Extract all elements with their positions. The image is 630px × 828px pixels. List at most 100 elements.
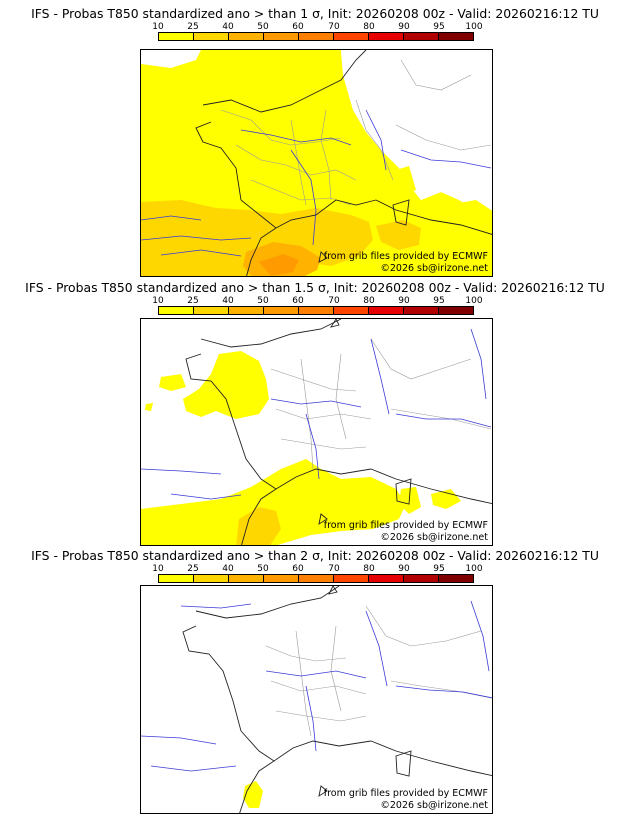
copyright: ©2026 sb@irizone.net [380,263,488,274]
colorbar-segment [439,307,473,314]
prob-area-yellow-corsica [399,487,421,514]
colorbar-tick: 100 [465,564,483,574]
probability-map: from grib files provided by ECMWF ©2026 … [140,318,493,546]
admin-borders [220,59,492,206]
colorbar-tick: 90 [398,296,410,306]
colorbar-segment [264,575,299,582]
prob-area-yellow-italy [431,489,461,509]
colorbar-ticks: 10 25 40 50 60 70 80 90 95 100 [0,296,630,306]
panel-title: IFS - Probas T850 standardized ano > tha… [25,280,605,295]
prob-area-gold [236,507,281,545]
source-credit: from grib files provided by ECMWF [323,520,488,531]
colorbar-tick: 25 [187,564,199,574]
copyright: ©2026 sb@irizone.net [380,532,488,543]
colorbar-tick: 80 [363,22,375,32]
colorbar-segment [299,33,334,40]
colorbar-tick: 50 [257,564,269,574]
colorbar-tick: 60 [292,296,304,306]
colorbar-segment [404,33,439,40]
prob-area-yellow-east-coast [396,166,416,195]
colorbar-segment [369,33,404,40]
rivers [141,109,492,257]
colorbar-segment [334,307,369,314]
colorbar-segment [299,307,334,314]
colorbar-segment [439,575,473,582]
colorbar-tick: 25 [187,296,199,306]
probability-map: from grib files provided by ECMWF ©2026 … [140,585,493,814]
map-panel-2: IFS - Probas T850 standardized ano > tha… [0,281,630,546]
colorbar-segment [229,307,264,314]
colorbar-tick: 10 [152,564,164,574]
prob-area-yellow-small [145,403,153,411]
map-panel-1: IFS - Probas T850 standardized ano > tha… [0,7,630,277]
prob-area-yellow-brittany [183,351,269,419]
colorbar-tick: 100 [465,22,483,32]
colorbar-tick: 60 [292,564,304,574]
colorbar-segment [264,307,299,314]
colorbar-tick: 90 [398,22,410,32]
colorbar-tick: 40 [222,296,234,306]
colorbar-tick: 95 [433,296,445,306]
colorbar-segment [264,33,299,40]
map-layer [141,586,492,813]
colorbar-tick: 10 [152,296,164,306]
coastlines [185,319,492,545]
colorbar-segment [299,575,334,582]
rivers [141,600,492,772]
coastlines [182,586,492,813]
map-layer [141,50,492,276]
colorbar-tick: 95 [433,22,445,32]
source-credit: from grib files provided by ECMWF [323,251,488,262]
colorbar-ticks: 10 25 40 50 60 70 80 90 95 100 [0,22,630,32]
colorbar [158,306,474,315]
colorbar-segment [334,33,369,40]
admin-borders [265,605,492,737]
prob-area-yellow-west [159,374,186,391]
colorbar-tick: 60 [292,22,304,32]
colorbar-tick: 40 [222,22,234,32]
prob-area-yellow-south [141,459,406,545]
colorbar-tick: 70 [328,564,340,574]
colorbar-tick: 50 [257,22,269,32]
colorbar-tick: 80 [363,296,375,306]
colorbar-ticks: 10 25 40 50 60 70 80 90 95 100 [0,564,630,574]
colorbar-tick: 70 [328,296,340,306]
colorbar-segment [369,307,404,314]
colorbar-segment [229,33,264,40]
colorbar-tick: 50 [257,296,269,306]
colorbar-segment [439,33,473,40]
colorbar-segment [229,575,264,582]
colorbar [158,574,474,583]
colorbar-tick: 70 [328,22,340,32]
coastlines [195,50,492,276]
colorbar-segment [194,575,229,582]
map-panel-3: IFS - Probas T850 standardized ano > tha… [0,549,630,819]
panel-title: IFS - Probas T850 standardized ano > tha… [31,6,599,21]
source-credit: from grib files provided by ECMWF [323,788,488,799]
colorbar-segment [159,33,194,40]
colorbar-segment [404,307,439,314]
colorbar-tick: 100 [465,296,483,306]
admin-borders [270,338,492,470]
panel-title: IFS - Probas T850 standardized ano > tha… [31,548,599,563]
prob-area-yellow-spain [243,781,263,808]
prob-area-yellow-italy [431,200,492,228]
map-layer [141,319,492,545]
prob-area-dark-orange [259,254,299,276]
prob-area-gold-east [376,220,421,250]
colorbar-segment [194,33,229,40]
colorbar-segment [159,575,194,582]
colorbar-tick: 80 [363,564,375,574]
colorbar-segment [404,575,439,582]
copyright: ©2026 sb@irizone.net [380,800,488,811]
colorbar-segment [194,307,229,314]
colorbar-tick: 25 [187,22,199,32]
prob-area-white-north [141,50,201,68]
colorbar-tick: 10 [152,22,164,32]
probability-map: from grib files provided by ECMWF ©2026 … [140,49,493,277]
colorbar [158,32,474,41]
colorbar-tick: 95 [433,564,445,574]
colorbar-tick: 40 [222,564,234,574]
colorbar-segment [369,575,404,582]
colorbar-tick: 90 [398,564,410,574]
